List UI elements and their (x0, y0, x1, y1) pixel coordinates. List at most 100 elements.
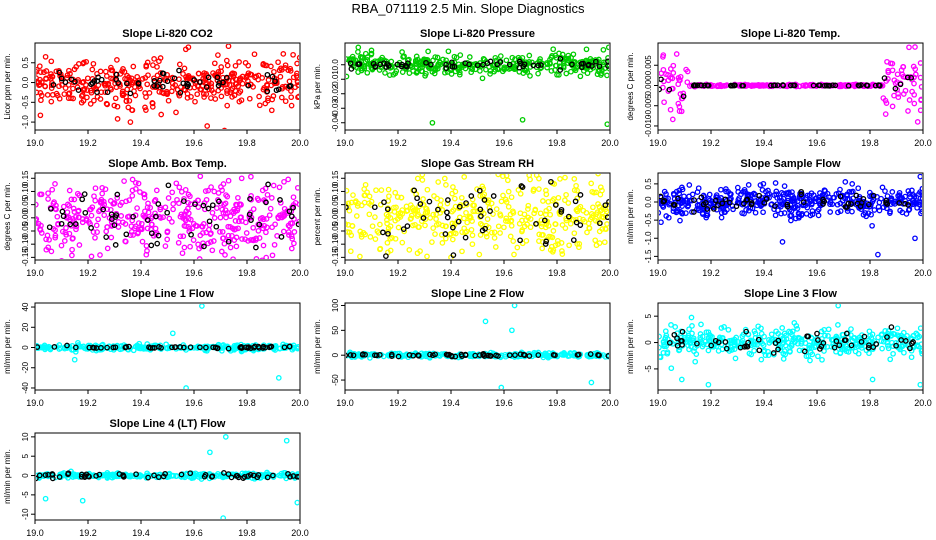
data-point (659, 219, 664, 226)
data-point (755, 323, 762, 330)
data-point (48, 58, 55, 65)
data-point (187, 216, 194, 223)
data-point (789, 189, 795, 195)
data-point (137, 85, 143, 92)
data-point (776, 195, 783, 201)
data-point (478, 213, 484, 219)
data-point (124, 86, 131, 93)
panel-title: Slope Line 2 Flow (431, 288, 524, 300)
data-point (149, 100, 156, 107)
data-point (36, 344, 41, 350)
data-point (84, 87, 91, 93)
data-point (469, 232, 476, 239)
data-point (705, 334, 712, 341)
data-point (152, 210, 158, 217)
x-tick-label: 19.0 (649, 138, 667, 148)
data-point (58, 242, 65, 249)
data-point (197, 79, 203, 85)
data-point (294, 79, 299, 86)
data-point (286, 232, 292, 238)
data-point (882, 111, 889, 117)
data-point (121, 178, 127, 184)
data-point (716, 334, 723, 341)
x-tick-label: 19.6 (185, 528, 203, 538)
data-point (234, 260, 238, 264)
data-point (670, 190, 677, 197)
data-point (53, 206, 59, 213)
data-point (184, 80, 190, 87)
data-point (87, 87, 94, 94)
data-point (185, 205, 191, 212)
data-point (206, 218, 213, 225)
data-point (556, 72, 562, 78)
data-point (661, 99, 667, 106)
y-tick-label: 0.0 (331, 59, 340, 71)
data-point (814, 330, 820, 337)
data-point (88, 81, 94, 88)
data-point (291, 240, 297, 247)
data-point (213, 223, 220, 230)
data-point (144, 225, 151, 232)
data-point (869, 222, 875, 229)
data-point (104, 470, 111, 476)
data-point (224, 90, 230, 97)
data-point (122, 344, 129, 351)
data-point (558, 209, 565, 215)
data-point (876, 82, 883, 89)
data-point (93, 222, 100, 229)
data-point (269, 96, 276, 103)
data-point (857, 203, 864, 210)
data-point (751, 190, 757, 197)
data-point (866, 350, 872, 357)
data-point (721, 324, 727, 330)
data-point (773, 188, 780, 195)
data-point (385, 230, 391, 237)
data-point (844, 204, 850, 210)
data-point (228, 474, 235, 481)
data-point (504, 64, 510, 71)
x-tick-label: 19.2 (79, 138, 97, 148)
data-point (688, 197, 695, 204)
data-point (218, 184, 224, 190)
data-point (598, 72, 604, 78)
data-point (98, 198, 105, 205)
data-point (156, 77, 163, 84)
data-point (837, 193, 844, 200)
data-point (230, 256, 236, 259)
data-point (229, 85, 236, 92)
data-point (278, 94, 285, 101)
data-point (449, 353, 455, 360)
data-point (512, 352, 518, 358)
data-point (831, 194, 837, 201)
data-point (543, 238, 550, 245)
y-tick-label: 5 (644, 313, 653, 318)
data-point (587, 351, 594, 357)
data-point (479, 183, 486, 190)
data-point (112, 95, 119, 102)
data-point-outlier (275, 375, 282, 381)
data-point (688, 343, 694, 350)
data-point (483, 233, 490, 240)
data-point (898, 334, 905, 341)
y-tick-label: -0.03 (331, 99, 340, 118)
data-point (815, 337, 821, 343)
data-point (571, 65, 578, 72)
data-point (566, 242, 572, 249)
data-point (294, 70, 299, 77)
data-point (523, 237, 530, 244)
data-point (368, 51, 375, 58)
data-point (438, 231, 445, 238)
data-point (173, 109, 179, 116)
data-point (476, 251, 483, 258)
data-point (357, 228, 364, 235)
data-point (904, 74, 911, 81)
data-point (155, 232, 162, 239)
data-point (487, 353, 494, 359)
data-point (885, 345, 892, 352)
data-point (215, 52, 221, 58)
panel-title: Slope Li-820 Temp. (741, 28, 840, 40)
y-tick-label: 0.15 (21, 170, 30, 186)
data-point (461, 215, 467, 222)
data-point (372, 260, 376, 264)
